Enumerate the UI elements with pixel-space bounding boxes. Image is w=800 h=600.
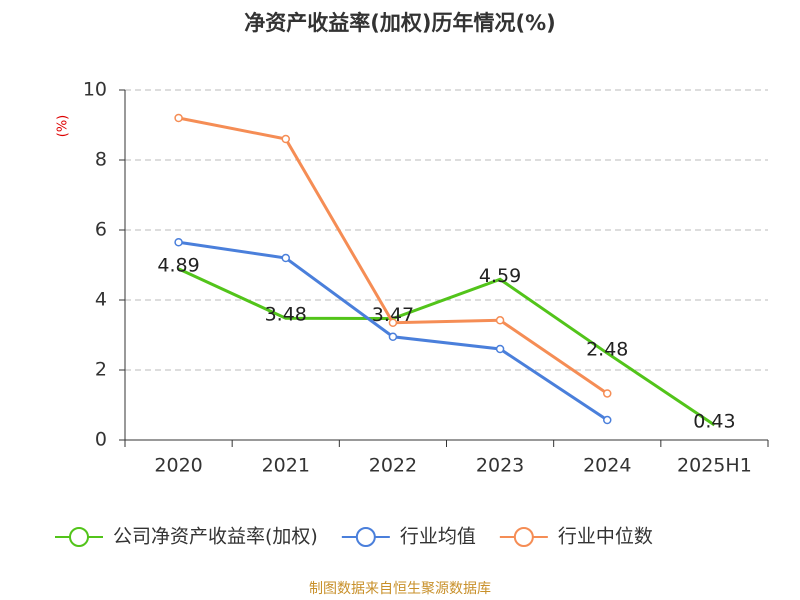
data-point	[281, 134, 290, 144]
data-label: 3.48	[265, 304, 307, 326]
data-label: 3.47	[372, 304, 414, 326]
data-point	[495, 344, 505, 354]
x-tick-label: 2020	[154, 455, 202, 477]
data-point	[603, 415, 612, 425]
data-point	[603, 389, 612, 398]
data-point	[495, 316, 505, 325]
series-line	[177, 267, 716, 427]
x-tick-label: 2022	[369, 455, 417, 477]
data-point	[174, 238, 183, 247]
y-tick-label: 10	[83, 79, 107, 101]
data-label: 4.59	[479, 265, 521, 287]
data-label: 4.89	[157, 254, 199, 276]
x-tick-label: 2023	[476, 455, 524, 477]
data-point	[281, 253, 290, 263]
series-line	[178, 240, 609, 422]
x-tick-label: 2021	[262, 455, 310, 477]
legend-label: 行业均值	[400, 526, 476, 548]
data-label: 0.43	[693, 410, 735, 432]
data-point	[388, 318, 398, 327]
y-tick-label: 6	[95, 219, 107, 241]
y-tick-label: 0	[95, 429, 107, 451]
legend-marker	[513, 527, 534, 547]
y-tick-label: 4	[95, 289, 107, 311]
legend-label: 行业中位数	[558, 526, 653, 548]
legend-marker	[355, 527, 376, 547]
x-tick-label: 2025H1	[677, 455, 752, 477]
legend-label: 公司净资产收益率(加权)	[113, 526, 318, 548]
source-note: 制图数据来自恒生聚源数据库	[309, 581, 491, 597]
legend-marker	[69, 527, 89, 547]
data-point	[388, 332, 398, 341]
data-point	[174, 113, 183, 123]
y-axis-label: (%)	[56, 115, 71, 138]
y-tick-label: 8	[95, 149, 107, 171]
y-tick-label: 2	[95, 359, 107, 381]
series-line	[178, 116, 609, 395]
data-label: 2.48	[586, 339, 628, 361]
chart-title: 净资产收益率(加权)历年情况(%)	[244, 11, 555, 35]
x-tick-label: 2024	[583, 455, 631, 477]
